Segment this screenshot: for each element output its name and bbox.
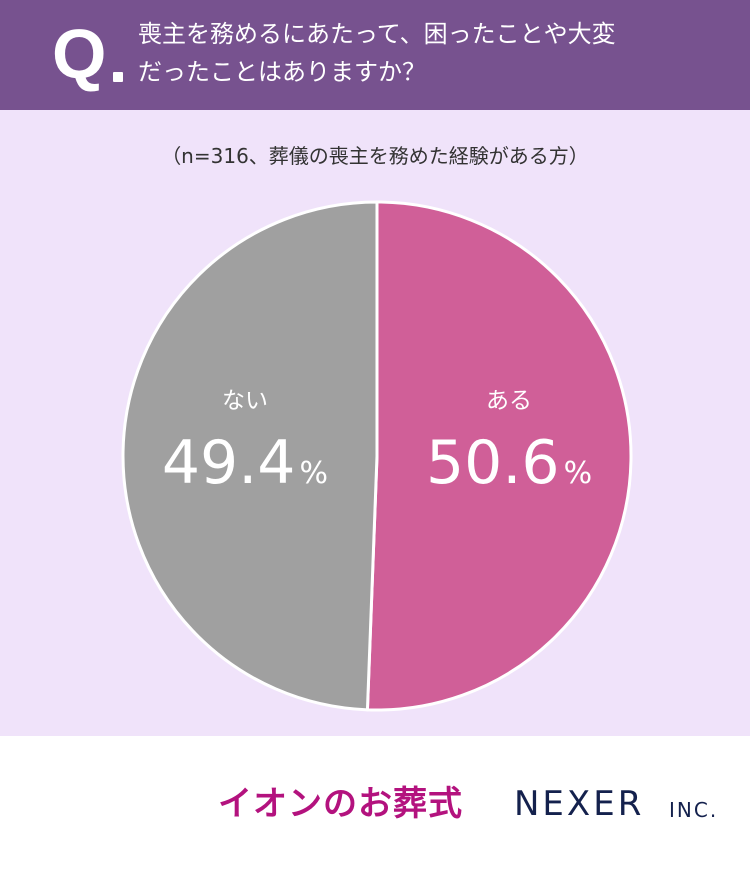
slice-value-unit-0: % [564, 456, 593, 491]
q-dot [113, 72, 123, 82]
slice-value-number-0: 50.6 [426, 428, 560, 498]
footer [0, 736, 750, 875]
aeon-funeral-logo: イオンのお葬式 [218, 784, 463, 824]
question-line-1: 喪主を務めるにあたって、困ったことや大変 [138, 20, 616, 48]
slice-value-label-1: 49.4% [162, 428, 328, 498]
nexer-inc-suffix: INC. [669, 798, 719, 822]
sample-note: （n=316、葬儀の喪主を務めた経験がある方） [161, 144, 589, 168]
pie-slice-1 [121, 200, 379, 712]
question-line-2: だったことはありますか？ [138, 58, 426, 86]
slice-name-label-0: ある [486, 388, 532, 414]
question-header: Q 喪主を務めるにあたって、困ったことや大変 だったことはありますか？ [0, 0, 750, 110]
slice-value-number-1: 49.4 [162, 428, 296, 498]
nexer-logo: NEXER [514, 784, 645, 824]
pie-slice-0 [365, 200, 633, 712]
slice-value-unit-1: % [299, 456, 328, 491]
slice-value-label-0: 50.6% [426, 428, 592, 498]
slice-name-label-1: ない [222, 388, 268, 414]
q-mark: Q [52, 15, 107, 93]
